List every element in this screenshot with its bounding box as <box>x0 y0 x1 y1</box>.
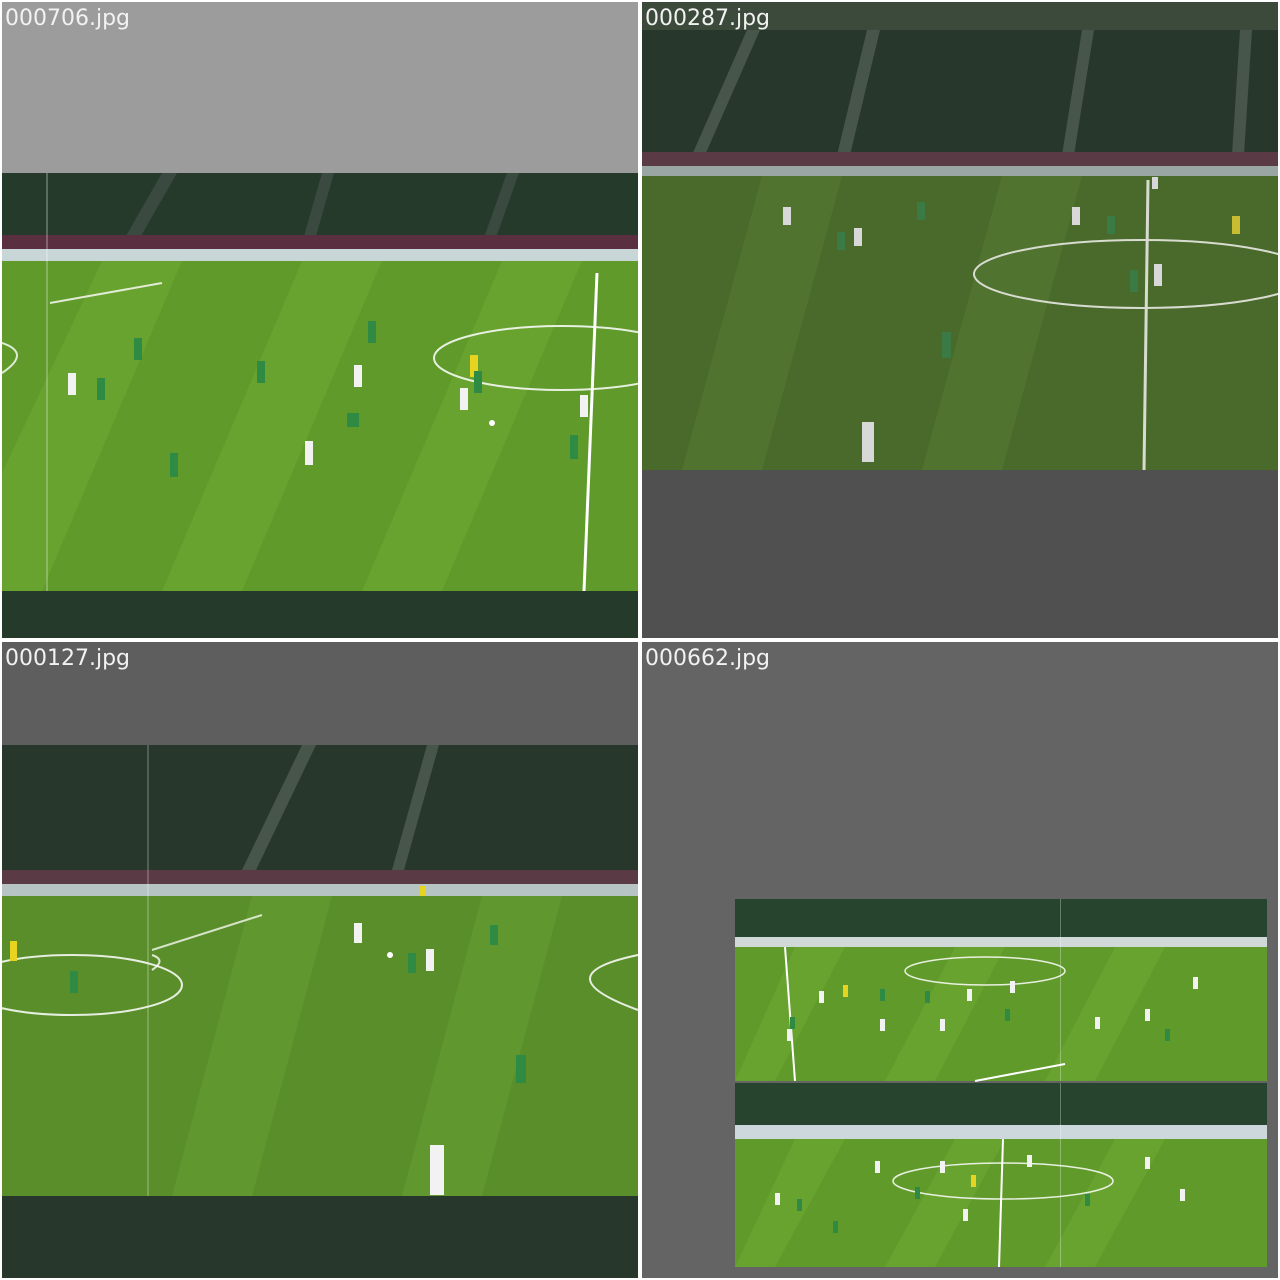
filename-label: 000127.jpg <box>5 646 131 671</box>
image-tile-4[interactable]: 000662.jpg <box>642 642 1278 1278</box>
filename-label: 000706.jpg <box>5 6 131 31</box>
filename-label: 000287.jpg <box>645 6 771 31</box>
image-tile-2[interactable]: 000287.jpg <box>642 2 1278 638</box>
football-photo <box>642 2 1278 470</box>
image-tile-3[interactable]: 000127.jpg <box>2 642 638 1278</box>
football-photo <box>2 745 638 1278</box>
filename-label: 000662.jpg <box>645 646 771 671</box>
image-tile-1[interactable]: 000706.jpg <box>2 2 638 638</box>
football-photo <box>2 173 638 638</box>
football-photo <box>735 899 1267 1267</box>
